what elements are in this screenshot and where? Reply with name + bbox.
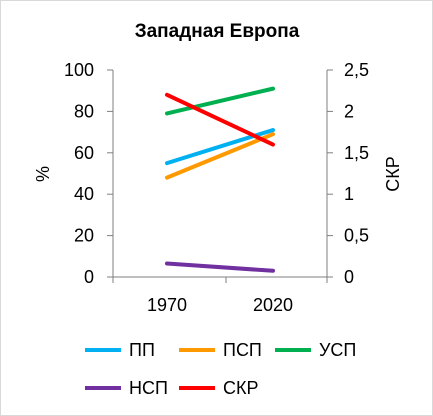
right-axis-title: СКР	[383, 156, 403, 192]
series-lines	[165, 86, 275, 273]
left-tick-label: 100	[64, 60, 94, 80]
legend-label-ПП: ПП	[129, 340, 155, 360]
legend-label-УСП: УСП	[319, 340, 356, 360]
legend-label-ПСП: ПСП	[223, 340, 262, 360]
right-tick-label: 2,5	[344, 60, 369, 80]
left-tick-label: 40	[74, 184, 94, 204]
legend-label-НСП: НСП	[129, 378, 168, 398]
left-axis-title: %	[33, 166, 53, 182]
left-tick-label: 60	[74, 143, 94, 163]
chart-title: Западная Европа	[135, 21, 300, 42]
x-tick-label: 1970	[147, 295, 187, 315]
left-tick-label: 20	[74, 226, 94, 246]
legend: ПП ПСП УСП НСП СКР	[85, 340, 356, 398]
left-tick-label: 0	[84, 267, 94, 287]
series-line-ПСП	[165, 132, 275, 180]
right-tick-label: 1	[344, 184, 354, 204]
series-line-СКР	[165, 92, 275, 147]
series-line-УСП	[165, 86, 275, 116]
x-tick-label: 2020	[253, 295, 293, 315]
right-tick-label: 2	[344, 101, 354, 121]
right-tick-label: 1,5	[344, 143, 369, 163]
left-tick-label: 80	[74, 101, 94, 121]
legend-label-СКР: СКР	[223, 378, 259, 398]
right-tick-label: 0,5	[344, 226, 369, 246]
right-tick-label: 0	[344, 267, 354, 287]
axes: 0 20 40 60 80 100 0 0,5 1 1,5 2 2,5 1970 2020% СКР	[33, 60, 403, 315]
series-line-НСП	[165, 261, 275, 273]
